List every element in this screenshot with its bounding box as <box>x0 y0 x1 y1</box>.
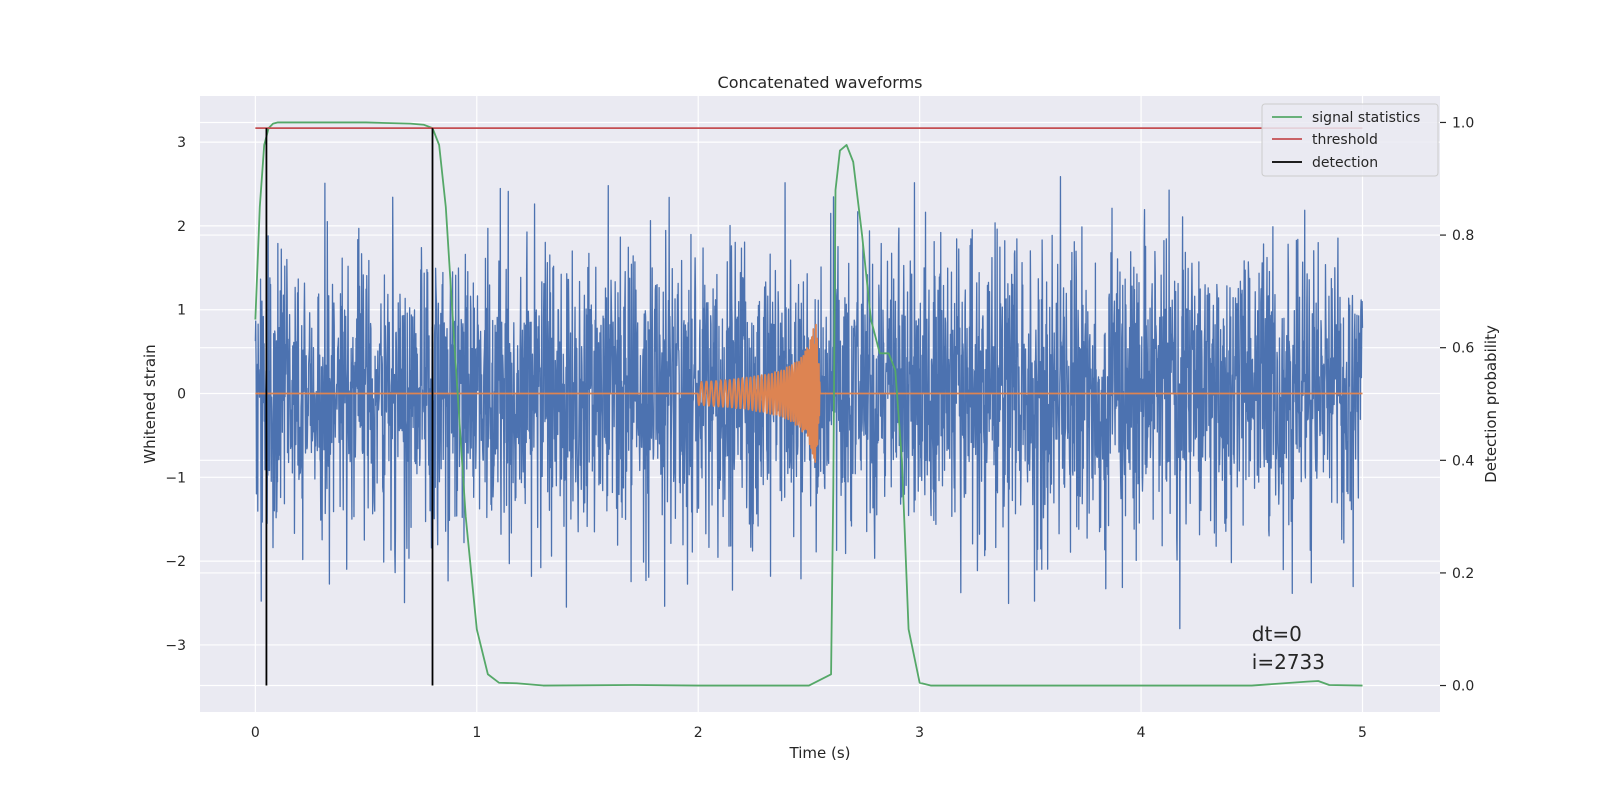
y-tick-label: 2 <box>177 219 186 235</box>
annotation-dt: dt=0 <box>1252 622 1302 646</box>
y-right-tick-label: 0.8 <box>1452 228 1474 244</box>
annotation-index: i=2733 <box>1252 650 1325 674</box>
x-axis-label: Time (s) <box>789 744 851 762</box>
annotation: dt=0 i=2733 <box>1252 622 1325 674</box>
legend: signal statistics threshold detection <box>1261 103 1439 177</box>
x-tick-label: 1 <box>472 725 481 741</box>
y-right-tick-label: 1.0 <box>1452 115 1474 131</box>
series-1-chirp <box>254 323 1364 463</box>
y-right-tick-labels: 0.0 0.2 0.4 0.6 0.8 1.0 <box>1440 115 1474 695</box>
y-tick-labels: −3 −2 −1 0 1 2 3 <box>165 135 186 654</box>
series-2-signal-statistics <box>254 121 1363 687</box>
series-layer <box>254 121 1364 687</box>
y-right-tick-label: 0.0 <box>1452 679 1474 695</box>
y-tick-label: −3 <box>165 638 186 654</box>
y-tick-label: 0 <box>177 387 186 403</box>
legend-label-detection: detection <box>1312 155 1378 171</box>
y-axis-label: Whitened strain <box>141 344 159 463</box>
legend-label-threshold: threshold <box>1312 132 1378 148</box>
y-tick-label: −2 <box>165 554 186 570</box>
legend-frame <box>1261 103 1439 177</box>
y-tick-label: 1 <box>177 303 186 319</box>
chart-title: Concatenated waveforms <box>718 73 923 92</box>
y-right-tick-label: 0.6 <box>1452 341 1474 357</box>
x-tick-label: 2 <box>694 725 703 741</box>
y-right-axis-label: Detection probability <box>1482 325 1500 483</box>
x-tick-labels: 0 1 2 3 4 5 <box>251 725 1367 741</box>
x-tick-label: 0 <box>251 725 260 741</box>
y-tick-label: 3 <box>177 135 186 151</box>
y-tick-label: −1 <box>165 470 186 486</box>
x-tick-label: 3 <box>915 725 924 741</box>
x-tick-label: 5 <box>1358 725 1367 741</box>
y-right-tick-label: 0.4 <box>1452 453 1474 469</box>
legend-label-signal-statistics: signal statistics <box>1312 110 1420 126</box>
x-tick-label: 4 <box>1137 725 1146 741</box>
y-right-tick-label: 0.2 <box>1452 566 1474 582</box>
